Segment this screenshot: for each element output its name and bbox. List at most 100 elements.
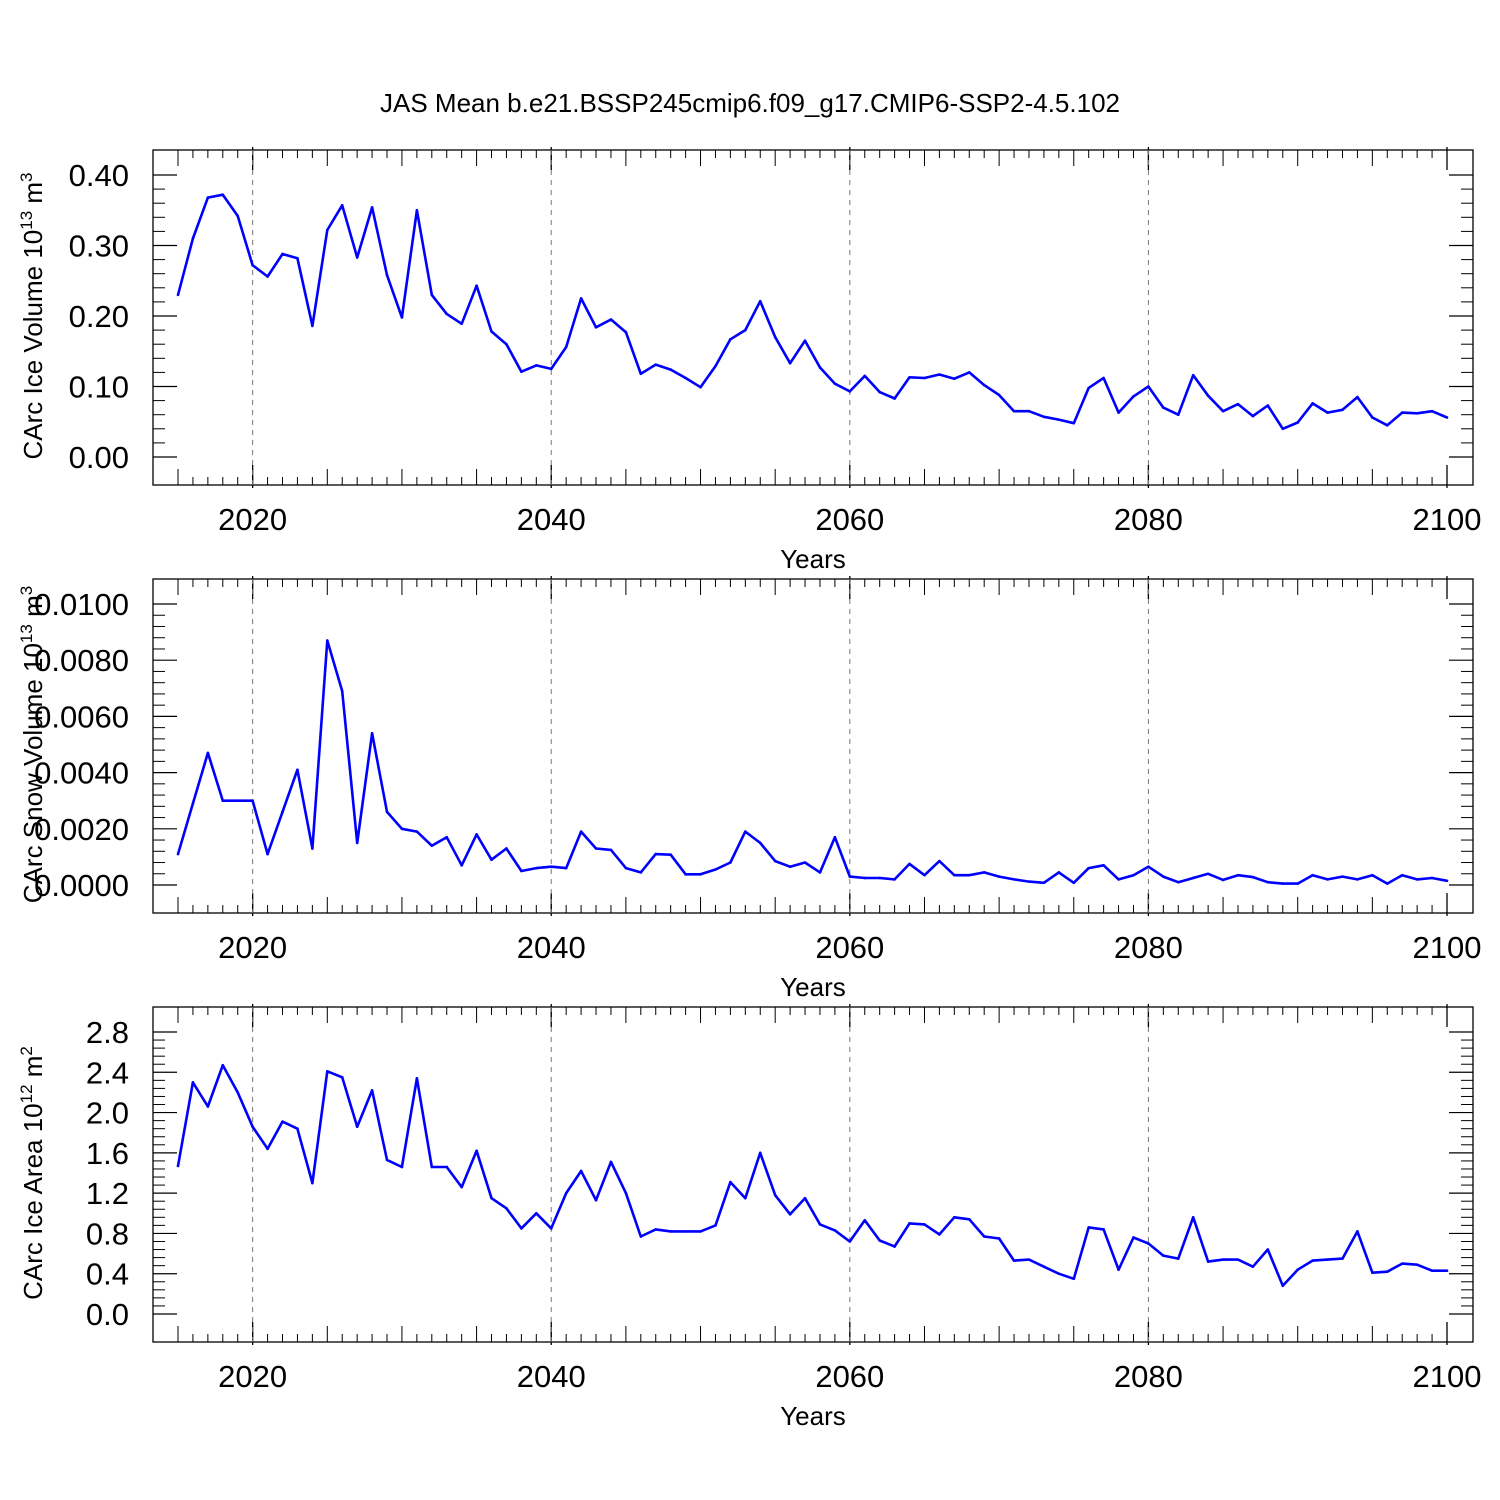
data-point — [1311, 873, 1314, 877]
x-tick-label: 2060 — [815, 502, 884, 537]
data-point — [803, 339, 807, 342]
data-point — [1057, 418, 1061, 421]
data-point — [1147, 865, 1150, 869]
data-point — [1371, 416, 1374, 419]
data-point — [400, 1165, 404, 1169]
x-tick-label: 2020 — [218, 930, 287, 965]
data-point — [938, 859, 941, 863]
data-point — [1356, 878, 1359, 881]
panel-1: 2020 2040 2060 2080 2100 0.00 0.10 0.20 0.30 0.40… — [17, 147, 1481, 574]
data-point — [430, 293, 434, 297]
x-tick-label: 2080 — [1114, 1359, 1183, 1394]
data-point — [1042, 1265, 1046, 1268]
data-point — [1191, 373, 1195, 377]
data-point — [893, 878, 896, 881]
data-point — [1162, 406, 1165, 409]
data-point — [803, 1196, 807, 1200]
data-point — [788, 361, 792, 365]
data-point — [923, 873, 926, 877]
data-point — [1221, 409, 1225, 413]
data-point — [982, 871, 986, 874]
y-tick-label: 0.40 — [69, 158, 129, 193]
data-point — [729, 861, 732, 864]
data-point — [520, 1227, 523, 1230]
data-point — [311, 847, 314, 850]
data-point — [236, 799, 240, 802]
plot-frame — [152, 1006, 1474, 1343]
data-point — [609, 848, 613, 852]
data-point — [1012, 409, 1016, 413]
data-point — [803, 861, 807, 864]
y-axis-label-exponent: 13 — [17, 211, 36, 230]
data-point — [564, 1191, 568, 1195]
data-point — [639, 372, 643, 376]
data-point — [1176, 880, 1180, 884]
data-point — [1385, 1270, 1389, 1273]
data-point — [460, 1185, 463, 1189]
y-axis-label-unit: m — [18, 182, 48, 211]
x-tick-label: 2020 — [218, 502, 287, 537]
data-point — [639, 1235, 643, 1238]
data-point — [579, 1169, 583, 1173]
data-point — [773, 859, 777, 863]
data-point — [654, 363, 658, 366]
data-point — [564, 345, 568, 349]
data-point — [325, 1069, 329, 1073]
y-axis-label-main: CArc Ice Area 10 — [18, 1103, 48, 1300]
y-axis-label-unit-exponent: 3 — [17, 172, 36, 181]
series-line — [176, 1063, 1447, 1288]
y-axis-label: CArc Snow Volume 1013 m3 — [17, 586, 48, 903]
figure-title: JAS Mean b.e21.BSSP245cmip6.f09_g17.CMIP… — [380, 88, 1120, 118]
data-point — [430, 844, 434, 847]
data-point — [1341, 875, 1344, 878]
data-point — [997, 393, 1001, 397]
y-tick-label: 1.6 — [86, 1136, 129, 1171]
data-point — [385, 810, 389, 814]
data-point — [1117, 1268, 1120, 1271]
data-point — [415, 1077, 419, 1080]
data-point — [549, 865, 553, 869]
data-point — [236, 1091, 240, 1094]
data-point — [520, 869, 523, 873]
x-tick-label: 2060 — [815, 930, 884, 965]
data-point — [818, 871, 822, 874]
data-point — [684, 873, 687, 876]
data-point — [579, 830, 583, 833]
y-axis-label-exponent: 13 — [17, 624, 36, 643]
data-point — [1341, 408, 1344, 412]
data-point — [1445, 879, 1449, 883]
data-point — [1430, 409, 1434, 413]
data-point — [923, 376, 926, 380]
plot-frame — [152, 149, 1474, 486]
data-point — [400, 827, 404, 831]
data-point — [535, 364, 538, 367]
data-point — [1132, 873, 1135, 877]
data-point — [1102, 376, 1105, 380]
data-point — [699, 1230, 702, 1233]
data-point — [669, 368, 672, 371]
data-point — [191, 1081, 195, 1084]
x-axis-label: Years — [780, 1401, 846, 1431]
x-tick-label: 2080 — [1114, 502, 1183, 537]
data-point — [579, 297, 583, 300]
data-point — [1147, 1242, 1150, 1245]
data-point — [654, 1228, 658, 1231]
data-point — [654, 852, 658, 856]
data-point — [281, 252, 284, 256]
data-point — [445, 835, 449, 839]
data-point — [191, 237, 195, 240]
data-point — [1326, 411, 1329, 414]
y-tick-label: 0.0040 — [34, 756, 129, 791]
data-point — [1057, 1272, 1061, 1276]
data-point — [1087, 386, 1090, 390]
data-point — [878, 1239, 881, 1242]
data-point — [1266, 404, 1270, 407]
data-point — [1385, 882, 1389, 885]
data-point — [296, 768, 299, 772]
data-point — [1281, 1284, 1285, 1288]
data-point — [1341, 1257, 1344, 1260]
data-point — [624, 1191, 628, 1195]
data-points — [176, 193, 1449, 431]
data-point — [744, 1196, 747, 1200]
data-point — [176, 293, 180, 297]
